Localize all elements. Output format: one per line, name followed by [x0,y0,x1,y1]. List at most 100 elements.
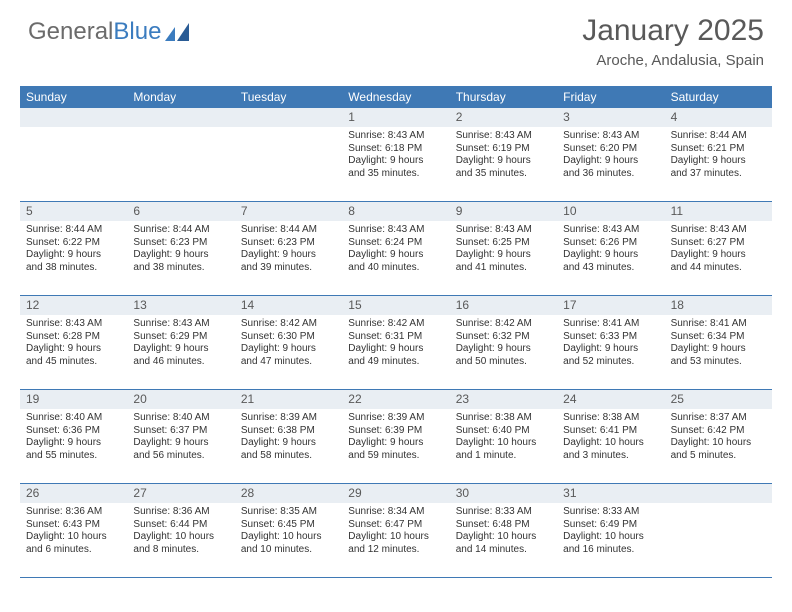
sunrise-text: Sunrise: 8:39 AM [348,412,443,425]
daylight2-text: and 46 minutes. [133,356,228,369]
day-cell: 18Sunrise: 8:41 AMSunset: 6:34 PMDayligh… [665,296,772,389]
day-cell: 2Sunrise: 8:43 AMSunset: 6:19 PMDaylight… [450,108,557,201]
day-cell: 31Sunrise: 8:33 AMSunset: 6:49 PMDayligh… [557,484,664,577]
daylight1-text: Daylight: 9 hours [26,437,121,450]
daylight2-text: and 47 minutes. [241,356,336,369]
day-cell: 7Sunrise: 8:44 AMSunset: 6:23 PMDaylight… [235,202,342,295]
sunrise-text: Sunrise: 8:41 AM [563,318,658,331]
day-cell: 11Sunrise: 8:43 AMSunset: 6:27 PMDayligh… [665,202,772,295]
day-cell: 3Sunrise: 8:43 AMSunset: 6:20 PMDaylight… [557,108,664,201]
sunset-text: Sunset: 6:39 PM [348,425,443,438]
daylight1-text: Daylight: 10 hours [456,531,551,544]
daylight1-text: Daylight: 9 hours [671,249,766,262]
daylight2-text: and 50 minutes. [456,356,551,369]
day-cell: 30Sunrise: 8:33 AMSunset: 6:48 PMDayligh… [450,484,557,577]
day-number: 18 [665,296,772,315]
day-cell: 16Sunrise: 8:42 AMSunset: 6:32 PMDayligh… [450,296,557,389]
day-cell: 1Sunrise: 8:43 AMSunset: 6:18 PMDaylight… [342,108,449,201]
day-number: 8 [342,202,449,221]
sunrise-text: Sunrise: 8:40 AM [26,412,121,425]
day-cell: 22Sunrise: 8:39 AMSunset: 6:39 PMDayligh… [342,390,449,483]
sunset-text: Sunset: 6:32 PM [456,331,551,344]
day-number: 27 [127,484,234,503]
sunset-text: Sunset: 6:28 PM [26,331,121,344]
day-number: 2 [450,108,557,127]
sunset-text: Sunset: 6:42 PM [671,425,766,438]
day-header: Tuesday [235,87,342,108]
day-header: Thursday [450,87,557,108]
day-number: 24 [557,390,664,409]
day-number: 21 [235,390,342,409]
daylight1-text: Daylight: 9 hours [456,343,551,356]
daylight2-text: and 40 minutes. [348,262,443,275]
daylight2-text: and 55 minutes. [26,450,121,463]
day-cell: 17Sunrise: 8:41 AMSunset: 6:33 PMDayligh… [557,296,664,389]
daylight1-text: Daylight: 9 hours [26,249,121,262]
day-info: Sunrise: 8:33 AMSunset: 6:49 PMDaylight:… [557,503,664,558]
daylight1-text: Daylight: 10 hours [563,437,658,450]
daylight2-text: and 12 minutes. [348,544,443,557]
day-cell: 19Sunrise: 8:40 AMSunset: 6:36 PMDayligh… [20,390,127,483]
day-cell: 5Sunrise: 8:44 AMSunset: 6:22 PMDaylight… [20,202,127,295]
day-info: Sunrise: 8:43 AMSunset: 6:26 PMDaylight:… [557,221,664,276]
sunset-text: Sunset: 6:33 PM [563,331,658,344]
daylight2-text: and 36 minutes. [563,168,658,181]
day-number: 29 [342,484,449,503]
location-label: Aroche, Andalusia, Spain [596,52,764,69]
sunset-text: Sunset: 6:38 PM [241,425,336,438]
header: GeneralBlue January 2025 Aroche, Andalus… [0,0,792,86]
day-cell: 8Sunrise: 8:43 AMSunset: 6:24 PMDaylight… [342,202,449,295]
day-number-empty [665,484,772,503]
page-title: January 2025 [582,14,764,48]
day-number: 16 [450,296,557,315]
sunrise-text: Sunrise: 8:44 AM [133,224,228,237]
day-info: Sunrise: 8:42 AMSunset: 6:32 PMDaylight:… [450,315,557,370]
day-info: Sunrise: 8:38 AMSunset: 6:40 PMDaylight:… [450,409,557,464]
daylight2-text: and 38 minutes. [133,262,228,275]
sunset-text: Sunset: 6:29 PM [133,331,228,344]
sunset-text: Sunset: 6:25 PM [456,237,551,250]
daylight2-text: and 43 minutes. [563,262,658,275]
day-info: Sunrise: 8:42 AMSunset: 6:30 PMDaylight:… [235,315,342,370]
day-number: 5 [20,202,127,221]
sunset-text: Sunset: 6:45 PM [241,519,336,532]
day-number: 3 [557,108,664,127]
sunrise-text: Sunrise: 8:43 AM [348,130,443,143]
sunset-text: Sunset: 6:24 PM [348,237,443,250]
sunset-text: Sunset: 6:20 PM [563,143,658,156]
sunrise-text: Sunrise: 8:33 AM [456,506,551,519]
day-cell: 23Sunrise: 8:38 AMSunset: 6:40 PMDayligh… [450,390,557,483]
day-cell [127,108,234,201]
sunset-text: Sunset: 6:19 PM [456,143,551,156]
day-number: 31 [557,484,664,503]
sunrise-text: Sunrise: 8:42 AM [241,318,336,331]
daylight2-text: and 1 minute. [456,450,551,463]
daylight2-text: and 35 minutes. [348,168,443,181]
daylight1-text: Daylight: 10 hours [26,531,121,544]
day-number-empty [20,108,127,127]
sunrise-text: Sunrise: 8:39 AM [241,412,336,425]
daylight1-text: Daylight: 9 hours [241,249,336,262]
day-info: Sunrise: 8:39 AMSunset: 6:38 PMDaylight:… [235,409,342,464]
day-number: 22 [342,390,449,409]
sunrise-text: Sunrise: 8:36 AM [26,506,121,519]
day-number: 6 [127,202,234,221]
sunrise-text: Sunrise: 8:35 AM [241,506,336,519]
sunrise-text: Sunrise: 8:36 AM [133,506,228,519]
day-header: Sunday [20,87,127,108]
daylight2-text: and 6 minutes. [26,544,121,557]
day-info: Sunrise: 8:44 AMSunset: 6:22 PMDaylight:… [20,221,127,276]
calendar: Sunday Monday Tuesday Wednesday Thursday… [20,86,772,578]
daylight1-text: Daylight: 9 hours [241,343,336,356]
sunset-text: Sunset: 6:31 PM [348,331,443,344]
sunset-text: Sunset: 6:44 PM [133,519,228,532]
daylight2-text: and 56 minutes. [133,450,228,463]
day-info: Sunrise: 8:43 AMSunset: 6:24 PMDaylight:… [342,221,449,276]
day-number: 13 [127,296,234,315]
day-info: Sunrise: 8:39 AMSunset: 6:39 PMDaylight:… [342,409,449,464]
sunrise-text: Sunrise: 8:43 AM [348,224,443,237]
week-row: 1Sunrise: 8:43 AMSunset: 6:18 PMDaylight… [20,108,772,202]
day-number-empty [235,108,342,127]
sunset-text: Sunset: 6:49 PM [563,519,658,532]
day-info: Sunrise: 8:38 AMSunset: 6:41 PMDaylight:… [557,409,664,464]
